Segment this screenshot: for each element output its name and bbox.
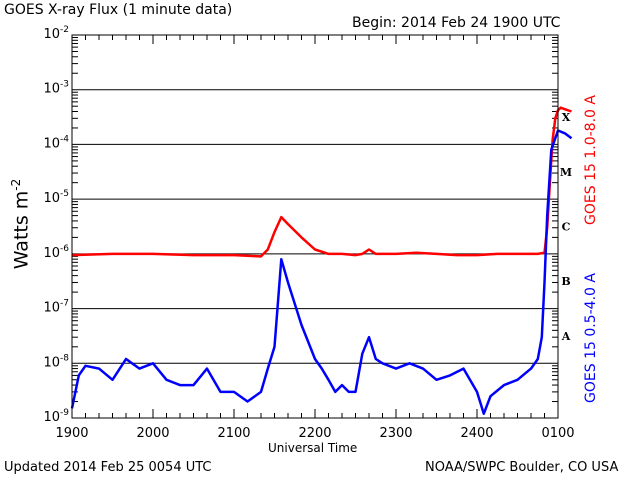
- y-tick-label: 10-2: [43, 25, 69, 42]
- x-tick-label: 2300: [379, 426, 412, 441]
- legend-series-long: GOES 15 1.0-8.0 A: [583, 95, 599, 225]
- x-tick-label: 2100: [217, 426, 250, 441]
- flare-class-label: M: [560, 166, 572, 179]
- x-axis-ticks: 1900 2000 2100 2200 2300 2400 0100: [55, 35, 575, 441]
- x-tick-label: 2000: [136, 426, 169, 441]
- y-tick-label: 10-6: [43, 244, 69, 261]
- series-group: [70, 106, 573, 415]
- flare-class-label: B: [561, 275, 570, 288]
- y-tick-label: 10-5: [43, 189, 69, 206]
- series-line-1-8A: [71, 106, 572, 258]
- x-tick-label: 2200: [298, 426, 331, 441]
- x-tick-label: 2400: [460, 426, 493, 441]
- y-axis-ticks: 10-9 10-8 10-7 10-6 10-5 10-4 10-3 10-2: [43, 25, 69, 425]
- y-tick-label: 10-8: [43, 353, 69, 370]
- minor-ticks: [72, 37, 558, 403]
- y-tick-label: 10-3: [43, 80, 69, 97]
- flare-class-label: A: [561, 330, 571, 343]
- x-tick-label: 0100: [541, 426, 574, 441]
- y-tick-label: 10-9: [43, 408, 69, 425]
- flare-class-label: C: [562, 221, 571, 234]
- updated-label: Updated 2014 Feb 25 0054 UTC: [4, 460, 212, 475]
- x-axis-title: Universal Time: [268, 441, 358, 455]
- series-line-05-4A: [70, 129, 573, 415]
- y-tick-label: 10-4: [43, 134, 69, 151]
- chart-title: GOES X-ray Flux (1 minute data): [4, 2, 233, 18]
- grid-lines: [72, 89, 558, 364]
- flare-class-label: X: [562, 111, 571, 124]
- y-tick-label: 10-7: [43, 299, 69, 316]
- legend-series-short: GOES 15 0.5-4.0 A: [583, 273, 599, 403]
- flare-class-labels: A B C M X: [560, 111, 572, 343]
- credit-label: NOAA/SWPC Boulder, CO USA: [425, 460, 619, 475]
- x-tick-label: 1900: [55, 426, 88, 441]
- y-axis-title: Watts m-2: [9, 178, 33, 270]
- begin-label: Begin: 2014 Feb 24 1900 UTC: [352, 15, 561, 31]
